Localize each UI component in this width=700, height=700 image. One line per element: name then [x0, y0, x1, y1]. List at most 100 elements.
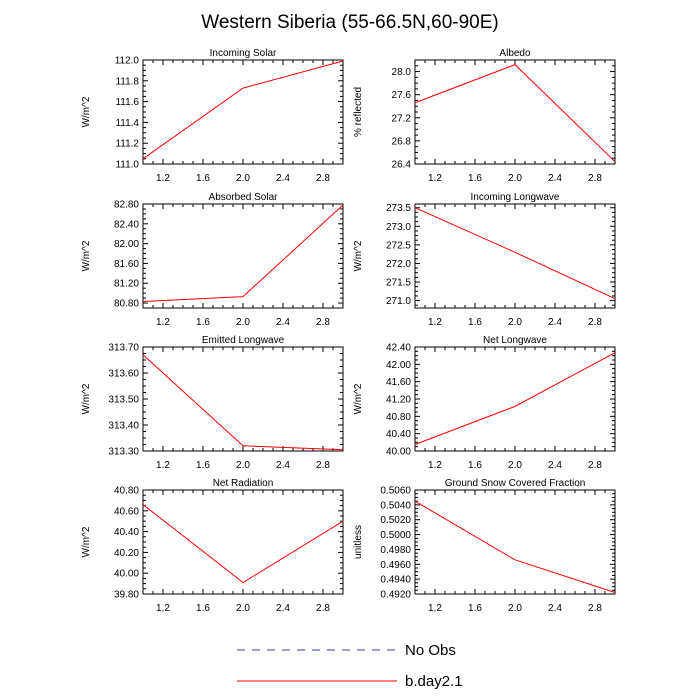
x-tick-label: 1.6	[468, 317, 482, 328]
chart-panels: Incoming Solar W/m^2 1.2 1.6 2.0 2.4 2.8 111.0 1…	[81, 48, 616, 614]
x-tick-label: 2.0	[236, 460, 250, 471]
y-tick-label: 111.6	[115, 97, 139, 108]
y-tick-label: 27.2	[392, 113, 412, 124]
x-tick-label: 1.2	[156, 603, 170, 614]
x-tick-label: 1.6	[196, 317, 210, 328]
plot-frame	[142, 489, 344, 595]
x-tick-label: 1.2	[156, 173, 170, 184]
x-tick-label: 2.0	[236, 317, 250, 328]
x-tick-label: 2.8	[316, 603, 330, 614]
x-tick-label: 1.2	[428, 173, 442, 184]
y-tick-label: 272.5	[386, 240, 411, 251]
x-tick-label: 2.0	[508, 173, 522, 184]
y-tick-label: 111.2	[115, 139, 139, 150]
y-axis-label: W/m^2	[81, 526, 92, 557]
series-line-b-day2-1	[142, 504, 344, 584]
y-axis-label: W/m^2	[81, 96, 92, 127]
x-tick-label: 1.2	[156, 460, 170, 471]
plot-frame	[414, 346, 616, 452]
y-tick-label: 42.40	[386, 343, 411, 354]
x-tick-label: 2.4	[548, 317, 562, 328]
y-tick-label: 272.0	[386, 259, 411, 270]
panel-title: Ground Snow Covered Fraction	[445, 478, 586, 489]
plot-frame	[414, 489, 616, 595]
series-line-b-day2-1	[142, 60, 344, 160]
y-tick-label: 0.4940	[380, 575, 411, 586]
series-line-b-day2-1	[142, 354, 344, 451]
y-tick-label: 0.4920	[380, 590, 411, 601]
y-tick-label: 81.60	[114, 259, 139, 270]
plot-frame	[142, 59, 344, 165]
legend-label-b-day2-1: b.day2.1	[405, 673, 463, 690]
y-tick-label: 41.20	[386, 395, 411, 406]
y-tick-label: 0.5040	[380, 500, 411, 511]
y-tick-label: 28.0	[392, 67, 412, 78]
y-tick-label: 81.20	[114, 279, 139, 290]
y-axis-label: unitless	[353, 525, 364, 559]
x-tick-label: 2.4	[276, 317, 290, 328]
y-tick-label: 42.00	[386, 360, 411, 371]
x-tick-label: 2.8	[588, 603, 602, 614]
series-line-b-day2-1	[142, 204, 344, 303]
y-tick-label: 313.70	[108, 343, 139, 354]
x-tick-label: 2.8	[316, 173, 330, 184]
panel-absorbed-solar: Absorbed Solar W/m^2 1.2 1.6 2.0 2.4 2.8 80.80 8…	[81, 192, 344, 328]
x-tick-label: 2.4	[276, 173, 290, 184]
y-tick-label: 111.8	[115, 76, 139, 87]
panel-albedo: Albedo % reflected 1.2 1.6 2.0 2.4 2.8 26.4 26.8…	[353, 48, 616, 184]
y-tick-label: 273.0	[386, 222, 411, 233]
y-axis-label: W/m^2	[353, 240, 364, 271]
y-tick-label: 313.40	[108, 421, 139, 432]
y-tick-label: 271.5	[386, 278, 411, 289]
plot-frame	[414, 59, 616, 165]
y-tick-label: 40.40	[386, 429, 411, 440]
plot-frame	[142, 203, 344, 309]
y-axis-label: % reflected	[353, 87, 364, 137]
series-line-b-day2-1	[414, 64, 616, 163]
y-tick-label: 112.0	[115, 56, 140, 67]
x-tick-label: 2.0	[236, 173, 250, 184]
x-tick-label: 2.8	[588, 173, 602, 184]
panel-title: Net Longwave	[483, 335, 547, 346]
panel-ground-snow-covered-fraction: Ground Snow Covered Fraction unitless 1.2 1…	[353, 478, 616, 614]
x-tick-label: 1.6	[468, 173, 482, 184]
y-tick-label: 313.60	[108, 369, 139, 380]
legend: No Obs b.day2.1	[237, 642, 463, 690]
plot-frame	[142, 346, 344, 452]
x-tick-label: 2.0	[236, 603, 250, 614]
x-tick-label: 2.0	[508, 317, 522, 328]
x-tick-label: 2.4	[548, 173, 562, 184]
x-tick-label: 1.6	[468, 460, 482, 471]
y-tick-label: 40.80	[114, 486, 139, 497]
y-tick-label: 313.30	[108, 447, 139, 458]
y-axis-label: W/m^2	[81, 240, 92, 271]
y-tick-label: 111.4	[115, 118, 139, 129]
y-tick-label: 111.0	[115, 160, 139, 171]
y-tick-label: 41.60	[386, 377, 411, 388]
panel-net-longwave: Net Longwave W/m^2 1.2 1.6 2.0 2.4 2.8 40.00 40.…	[353, 335, 616, 471]
y-tick-label: 82.40	[114, 219, 139, 230]
y-tick-label: 273.5	[386, 203, 411, 214]
y-axis-label: W/m^2	[353, 383, 364, 414]
panel-incoming-solar: Incoming Solar W/m^2 1.2 1.6 2.0 2.4 2.8 111.0 1…	[81, 48, 344, 184]
series-line-b-day2-1	[414, 500, 616, 593]
plot-frame	[414, 203, 616, 309]
y-tick-label: 0.4960	[380, 560, 411, 571]
x-tick-label: 1.2	[428, 603, 442, 614]
y-tick-label: 313.50	[108, 395, 139, 406]
y-tick-label: 0.5060	[380, 486, 411, 497]
panel-title: Incoming Longwave	[471, 192, 560, 203]
x-tick-label: 2.8	[316, 460, 330, 471]
x-tick-label: 2.8	[588, 460, 602, 471]
x-tick-label: 1.2	[428, 317, 442, 328]
panel-incoming-longwave: Incoming Longwave W/m^2 1.2 1.6 2.0 2.4 2.8 271…	[353, 192, 616, 328]
panel-net-radiation: Net Radiation W/m^2 1.2 1.6 2.0 2.4 2.8 39.80 40…	[81, 478, 344, 614]
x-tick-label: 1.6	[196, 603, 210, 614]
y-tick-label: 271.0	[386, 296, 411, 307]
panel-emitted-longwave: Emitted Longwave W/m^2 1.2 1.6 2.0 2.4 2.8 313.…	[81, 335, 344, 471]
y-tick-label: 26.8	[392, 136, 412, 147]
y-tick-label: 82.80	[114, 200, 139, 211]
x-tick-label: 2.4	[276, 460, 290, 471]
y-tick-label: 27.6	[392, 90, 412, 101]
